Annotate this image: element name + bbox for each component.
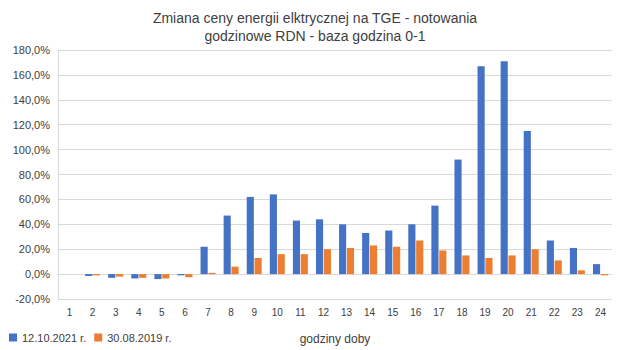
svg-text:5: 5 bbox=[159, 307, 165, 318]
svg-text:Zmiana ceny energii elktryczne: Zmiana ceny energii elktrycznej na TGE -… bbox=[153, 10, 477, 26]
svg-text:16: 16 bbox=[410, 307, 422, 318]
svg-text:100,0%: 100,0% bbox=[13, 144, 51, 156]
svg-text:21: 21 bbox=[526, 307, 538, 318]
svg-text:2: 2 bbox=[90, 307, 96, 318]
svg-text:1: 1 bbox=[67, 307, 73, 318]
svg-text:11: 11 bbox=[295, 307, 306, 318]
svg-text:15: 15 bbox=[387, 307, 399, 318]
svg-text:22: 22 bbox=[549, 307, 561, 318]
svg-text:17: 17 bbox=[433, 307, 445, 318]
svg-text:20: 20 bbox=[503, 307, 515, 318]
svg-text:18: 18 bbox=[456, 307, 468, 318]
svg-text:10: 10 bbox=[272, 307, 284, 318]
svg-text:12.10.2021 r.: 12.10.2021 r. bbox=[22, 332, 86, 344]
svg-text:160,0%: 160,0% bbox=[13, 69, 51, 81]
svg-text:13: 13 bbox=[341, 307, 353, 318]
svg-text:godziny doby: godziny doby bbox=[300, 332, 371, 346]
svg-text:4: 4 bbox=[136, 307, 142, 318]
svg-text:30.08.2019 r.: 30.08.2019 r. bbox=[107, 332, 171, 344]
svg-text:40,0%: 40,0% bbox=[19, 218, 50, 230]
svg-text:140,0%: 140,0% bbox=[13, 94, 51, 106]
svg-text:20,0%: 20,0% bbox=[19, 243, 50, 255]
svg-text:120,0%: 120,0% bbox=[13, 119, 51, 131]
svg-text:6: 6 bbox=[182, 307, 188, 318]
svg-text:12: 12 bbox=[318, 307, 330, 318]
svg-text:9: 9 bbox=[251, 307, 257, 318]
svg-text:23: 23 bbox=[572, 307, 584, 318]
svg-text:7: 7 bbox=[205, 307, 211, 318]
svg-text:60,0%: 60,0% bbox=[19, 193, 50, 205]
svg-text:godzinowe RDN - baza godzina 0: godzinowe RDN - baza godzina 0-1 bbox=[204, 28, 425, 44]
svg-text:8: 8 bbox=[228, 307, 234, 318]
svg-text:0,0%: 0,0% bbox=[25, 268, 50, 280]
svg-text:14: 14 bbox=[364, 307, 376, 318]
svg-text:3: 3 bbox=[113, 307, 119, 318]
svg-text:24: 24 bbox=[595, 307, 607, 318]
svg-text:180,0%: 180,0% bbox=[13, 44, 51, 56]
svg-text:19: 19 bbox=[479, 307, 491, 318]
svg-text:80,0%: 80,0% bbox=[19, 169, 50, 181]
svg-text:-20,0%: -20,0% bbox=[15, 293, 50, 305]
